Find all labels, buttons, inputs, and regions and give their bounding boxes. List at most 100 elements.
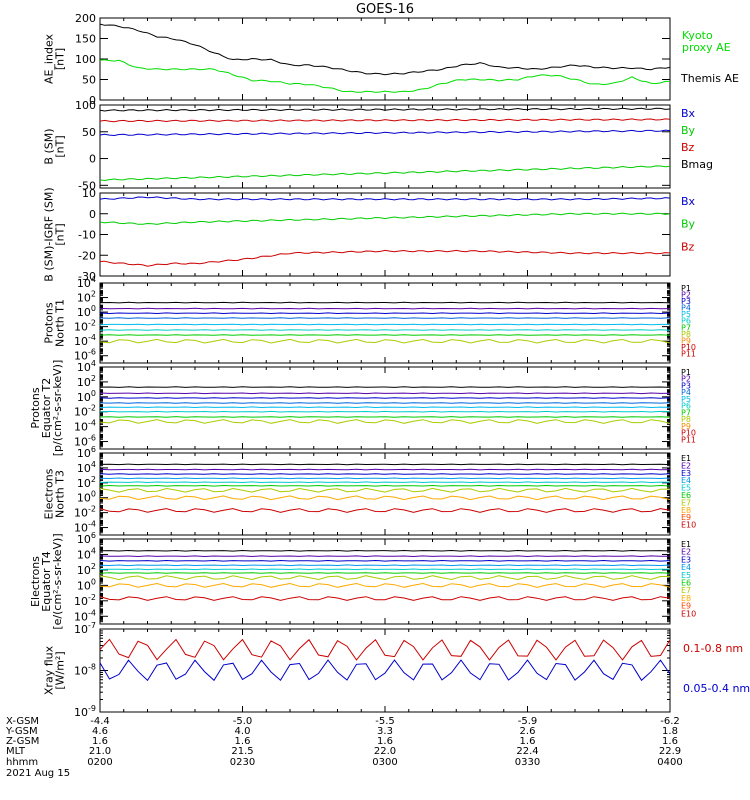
y-tick-label: 10-7 [74, 621, 96, 636]
legend-p1: P1 [681, 368, 691, 377]
footer-value: 21.0 [89, 746, 111, 757]
y-axis-label: [nT] [54, 48, 67, 70]
y-tick-label: -30 [78, 270, 96, 283]
legend-e8: E8 [681, 506, 691, 515]
y-axis-label: [nT] [54, 135, 67, 157]
legend-p3: P3 [681, 381, 691, 390]
legend-e4: E4 [681, 563, 691, 572]
plot-frame [99, 17, 671, 101]
footer-value: -6.2 [660, 716, 680, 727]
series-line-e4 [99, 477, 671, 480]
footer-row-label: MLT [6, 746, 26, 757]
series-line-themis-ae [99, 23, 671, 76]
panel-2: -50 0 50 100 B (SM)[nT] Bx By Bz Bmag [43, 99, 714, 192]
y-axis-label: North T3 [54, 470, 67, 518]
y-tick-label: 50 [82, 126, 96, 139]
series-line-p6 [99, 410, 671, 413]
series-line-e8 [99, 582, 671, 588]
legend-0-05-0-4-nm: 0.05-0.4 nm [683, 682, 750, 695]
plot-frame [99, 538, 671, 625]
series-line-e10 [99, 596, 671, 601]
plot-frame [99, 452, 671, 536]
series-line-e10 [99, 508, 671, 513]
series-line-e2 [99, 468, 671, 471]
y-axis-label: [nT] [54, 223, 67, 245]
y-axis-label: Protons [43, 302, 56, 343]
footer-value: 0230 [230, 757, 255, 768]
footer-value: 1.6 [520, 736, 536, 747]
legend-p2: P2 [681, 375, 691, 384]
y-tick-label: 102 [77, 562, 96, 577]
legend-e5: E5 [681, 571, 691, 580]
legend-e1: E1 [681, 540, 691, 549]
y-tick-label: -50 [78, 179, 96, 192]
legend-e7: E7 [681, 498, 691, 507]
legend-0-1-0-8-nm: 0.1-0.8 nm [683, 642, 743, 655]
series-line-p5 [99, 406, 671, 409]
y-tick-label: 100 [77, 304, 96, 319]
series-line-e6 [99, 484, 671, 487]
footer-value: -4.4 [90, 716, 110, 727]
series-line-p3 [99, 397, 671, 399]
series-line-kyoto-proxy-ae [99, 59, 670, 93]
y-axis-label: Electrons [29, 556, 42, 607]
y-tick-label: 10-6 [74, 348, 96, 363]
legend-bz: Bz [681, 240, 695, 253]
y-axis-label: [W/m²] [54, 651, 67, 689]
plot-frame [99, 104, 671, 189]
y-axis-label: [p/(cm²-s-sr-keV)] [51, 360, 64, 457]
series-line-p8 [99, 419, 671, 424]
legend-kyoto-proxy-ae: Kyoto [682, 29, 713, 42]
series-line-bz [99, 118, 671, 123]
footer-value: -5.5 [375, 716, 395, 727]
series-line-p2 [99, 307, 671, 310]
legend-p7: P7 [681, 408, 691, 417]
legend-p10: P10 [681, 343, 696, 352]
footer-value: 0330 [515, 757, 540, 768]
legend-p9: P9 [681, 336, 691, 345]
y-axis-label: B (SM)-IGRF (SM) [43, 187, 56, 281]
y-axis-label: [e/(cm²-s-sr-keV)] [51, 533, 64, 629]
y-tick-label: 102 [77, 290, 96, 305]
legend-p8: P8 [681, 330, 691, 339]
legend-kyoto-proxy-ae-2: proxy AE [682, 41, 731, 54]
series-line-e5 [99, 481, 671, 484]
footer-value: 1.6 [92, 736, 108, 747]
legend-p10: P10 [681, 429, 696, 438]
series-line-e4 [99, 564, 671, 567]
legend-p4: P4 [681, 388, 691, 397]
legend-bx: Bx [681, 195, 696, 208]
series-line-e3 [99, 473, 671, 475]
plot-title: GOES-16 [356, 2, 414, 17]
legend-by: By [681, 218, 696, 231]
y-tick-label: 10-9 [74, 704, 96, 719]
footer-value: -5.9 [518, 716, 538, 727]
series-line-e1 [99, 549, 671, 552]
series-line-p7 [99, 334, 671, 336]
legend-e2: E2 [681, 548, 691, 557]
y-axis-label: Protons [29, 387, 42, 428]
legend-e7: E7 [681, 586, 691, 595]
y-tick-label: 10-2 [74, 404, 96, 419]
series-line-p5 [99, 323, 670, 326]
series-line-e7 [99, 487, 671, 493]
legend-bmag: Bmag [681, 158, 713, 171]
y-tick-label: 0 [89, 208, 96, 221]
series-line-e3 [99, 559, 671, 562]
y-tick-label: 104 [77, 546, 96, 561]
legend-p11: P11 [681, 349, 696, 358]
legend-e9: E9 [681, 513, 691, 522]
footer-value: 1.6 [377, 736, 393, 747]
series-line-e7 [99, 575, 671, 581]
legend-e3: E3 [681, 555, 691, 564]
footer-value: 22.0 [374, 746, 396, 757]
y-tick-label: 0 [89, 153, 96, 166]
series-line-bx [99, 129, 671, 137]
y-tick-label: 102 [77, 475, 96, 490]
legend-e8: E8 [681, 594, 691, 603]
footer-value: 1.6 [662, 736, 678, 747]
y-tick-label: 10-2 [74, 319, 96, 334]
legend-e10: E10 [681, 521, 696, 530]
y-tick-label: 10-4 [74, 520, 96, 535]
